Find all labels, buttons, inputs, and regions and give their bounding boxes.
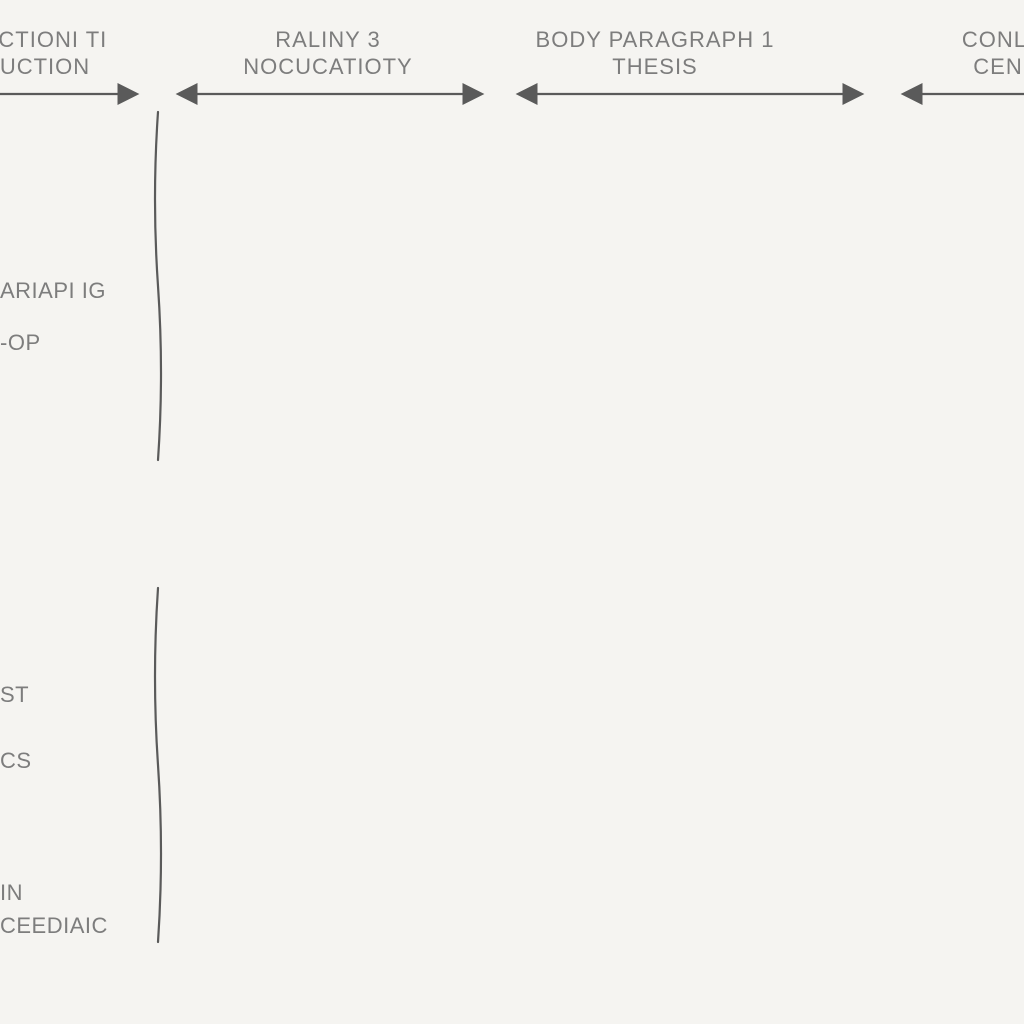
side-label: ARIAPI IG (0, 278, 106, 304)
side-label: ST (0, 682, 29, 708)
column-header: CONLICEN (798, 26, 1024, 81)
column-header-line2: CEN (798, 53, 1024, 81)
column-header: BODY PARAGRAPH 1THESIS (455, 26, 855, 81)
vertical-divider (155, 112, 161, 460)
vertical-divider (155, 588, 161, 942)
column-header-line2: THESIS (455, 53, 855, 81)
diagram-canvas (0, 0, 1024, 1024)
side-label: IN (0, 880, 23, 906)
side-label: CS (0, 748, 32, 774)
column-header-line1: BODY PARAGRAPH 1 (455, 26, 855, 54)
side-label: CEEDIAIC (0, 913, 108, 939)
side-label: -OP (0, 330, 41, 356)
column-header-line1: CONLI (798, 26, 1024, 54)
